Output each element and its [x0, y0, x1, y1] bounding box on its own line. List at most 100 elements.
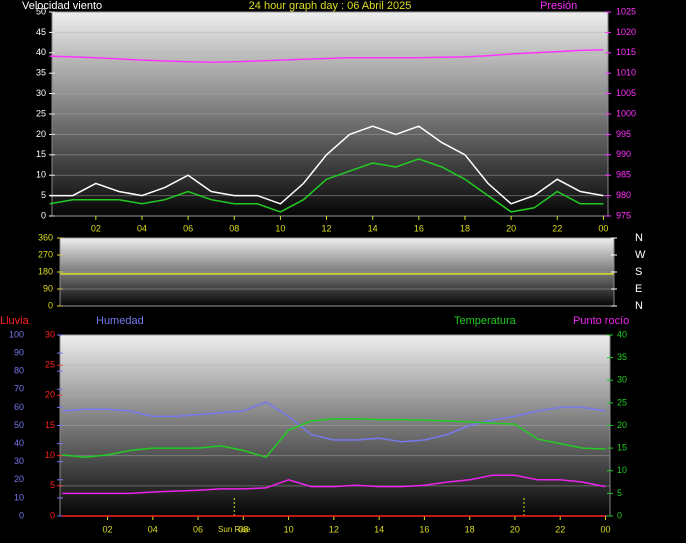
y2-tick-label: 25: [617, 397, 627, 407]
y2-tick-label: 30: [617, 375, 627, 385]
x-tick-label: 20: [506, 223, 516, 233]
y2-tick-label: N: [635, 300, 643, 312]
x-tick-label: 20: [510, 524, 520, 534]
y-tick-label: 25: [45, 360, 55, 370]
x-tick-label: 06: [183, 223, 193, 233]
y2-tick-label: 10: [617, 465, 627, 475]
y-tick-label: 15: [45, 420, 55, 430]
series-label: Velocidad viento: [22, 0, 102, 12]
y-tick-label: 0: [50, 510, 55, 520]
y-tick-label: 50: [36, 6, 46, 16]
y-tick-label: 180: [38, 266, 53, 276]
series-label: Punto rocío: [573, 315, 629, 327]
y2-tick-label: 5: [617, 488, 622, 498]
x-tick-label: 22: [555, 524, 565, 534]
y2-tick-label: 1015: [616, 47, 636, 57]
y-tick-label: 90: [43, 283, 53, 293]
x-tick-label: 04: [148, 524, 158, 534]
y-tick-label: 360: [38, 232, 53, 242]
y-tick-label: 270: [38, 249, 53, 259]
x-tick-label: 10: [275, 223, 285, 233]
chart-title: 24 hour graph day : 06 Abril 2025: [249, 0, 412, 12]
y3-tick-label: 0: [19, 510, 24, 520]
x-tick-label: 12: [329, 524, 339, 534]
series-line: [49, 49, 604, 63]
plot-area: [51, 11, 609, 217]
x-tick-label: 12: [322, 223, 332, 233]
series-line: [62, 401, 606, 443]
y-tick-label: 30: [36, 88, 46, 98]
x-tick-label: 16: [419, 524, 429, 534]
y2-tick-label: 975: [616, 210, 631, 220]
y2-tick-label: 1010: [616, 68, 636, 78]
y2-tick-label: 990: [616, 149, 631, 159]
x-tick-label: 02: [91, 223, 101, 233]
y3-tick-label: 10: [14, 492, 24, 502]
series-label: Presión: [540, 0, 577, 12]
series-label: Humedad: [96, 315, 144, 327]
y-tick-label: 25: [36, 108, 46, 118]
y2-tick-label: 980: [616, 190, 631, 200]
y-tick-label: 10: [45, 450, 55, 460]
y3-tick-label: 60: [14, 402, 24, 412]
y-tick-label: 45: [36, 27, 46, 37]
y3-tick-label: 40: [14, 438, 24, 448]
y3-tick-label: 90: [14, 347, 24, 357]
y2-tick-label: 1020: [616, 27, 636, 37]
y-tick-label: 20: [36, 129, 46, 139]
series-label: Temperatura: [454, 315, 517, 327]
y2-tick-label: W: [635, 249, 646, 261]
sun-marker-label: Sun Rise: [218, 525, 251, 534]
y-tick-label: 0: [48, 300, 53, 310]
x-tick-label: 18: [465, 524, 475, 534]
series-line: [62, 474, 606, 495]
y3-tick-label: 20: [14, 474, 24, 484]
y3-tick-label: 50: [14, 420, 24, 430]
x-tick-label: 16: [414, 223, 424, 233]
y3-tick-label: 30: [14, 456, 24, 466]
series-line: [49, 158, 604, 213]
y2-tick-label: E: [635, 283, 642, 295]
y-tick-label: 30: [45, 329, 55, 339]
y2-tick-label: 985: [616, 170, 631, 180]
y2-tick-label: S: [635, 266, 642, 278]
x-tick-label: 18: [460, 223, 470, 233]
series-line: [62, 417, 606, 459]
y2-tick-label: 995: [616, 129, 631, 139]
y-tick-label: 40: [36, 47, 46, 57]
x-tick-label: 08: [238, 524, 248, 534]
x-tick-label: 00: [600, 524, 610, 534]
y2-tick-label: 35: [617, 352, 627, 362]
y2-tick-label: 20: [617, 420, 627, 430]
y2-tick-label: 40: [617, 329, 627, 339]
y-tick-label: 5: [41, 190, 46, 200]
y2-tick-label: 15: [617, 443, 627, 453]
y-tick-label: 5: [50, 480, 55, 490]
plot-area: [59, 237, 615, 307]
y2-tick-label: 1000: [616, 108, 636, 118]
y-tick-label: 20: [45, 390, 55, 400]
y-tick-label: 35: [36, 68, 46, 78]
x-tick-label: 06: [193, 524, 203, 534]
y2-tick-label: N: [635, 232, 643, 244]
y-tick-label: 10: [36, 170, 46, 180]
y3-tick-label: 70: [14, 384, 24, 394]
y3-tick-label: 80: [14, 366, 24, 376]
x-tick-label: 22: [552, 223, 562, 233]
y3-tick-label: 100: [9, 329, 24, 339]
y2-tick-label: 1005: [616, 88, 636, 98]
x-tick-label: 10: [284, 524, 294, 534]
x-tick-label: 02: [103, 524, 113, 534]
y2-tick-label: 1025: [616, 6, 636, 16]
y2-tick-label: 0: [617, 510, 622, 520]
y-tick-label: 15: [36, 149, 46, 159]
series-line: [49, 125, 604, 205]
x-tick-label: 14: [368, 223, 378, 233]
x-tick-label: 00: [598, 223, 608, 233]
x-tick-label: 14: [374, 524, 384, 534]
x-tick-label: 04: [137, 223, 147, 233]
y-tick-label: 0: [41, 210, 46, 220]
series-label: Lluvia: [0, 315, 30, 327]
x-tick-label: 08: [229, 223, 239, 233]
